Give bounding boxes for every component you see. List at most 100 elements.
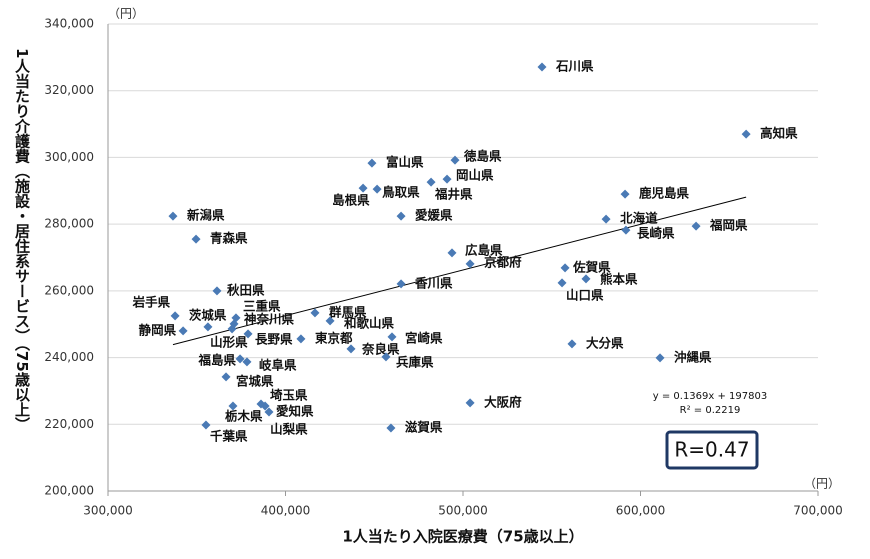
point-label: 秋田県 — [227, 282, 265, 297]
point — [227, 324, 237, 334]
point — [601, 214, 611, 224]
point — [367, 158, 377, 168]
point-label: 山梨県 — [270, 421, 308, 436]
annotation: R=0.47 — [674, 438, 749, 462]
point-label: 長崎県 — [637, 226, 675, 241]
point-label: 富山県 — [386, 155, 424, 170]
point-label: 千葉県 — [210, 428, 248, 443]
point-label: 新潟県 — [187, 208, 225, 223]
point — [691, 221, 701, 231]
point — [168, 211, 178, 221]
point — [170, 311, 180, 321]
point — [178, 326, 188, 336]
y-tick-label: 340,000 — [44, 17, 94, 31]
point-label: 岡山県 — [456, 168, 494, 183]
point — [346, 344, 356, 354]
point — [655, 353, 665, 363]
point — [567, 339, 577, 349]
trend-r2: R² = 0.2219 — [680, 405, 741, 416]
x-axis-title: 1人当たり入院医療費（75歳以上） — [342, 528, 583, 546]
point — [741, 129, 751, 139]
x-tick-label: 700,000 — [793, 504, 843, 518]
point-label: 鹿児島県 — [639, 186, 690, 201]
point — [191, 234, 201, 244]
point — [537, 62, 547, 72]
point-label: 香川県 — [414, 275, 453, 290]
point — [325, 316, 335, 326]
y-tick-label: 280,000 — [44, 217, 94, 231]
point — [581, 274, 591, 284]
point-label: 青森県 — [210, 231, 248, 246]
point-label: 福井県 — [434, 187, 473, 202]
point-label: 宮城県 — [236, 373, 274, 388]
point — [442, 174, 452, 184]
point — [310, 308, 320, 318]
point — [621, 225, 631, 235]
point — [450, 155, 460, 165]
point — [264, 407, 274, 417]
point-label: 神奈川県 — [244, 311, 295, 326]
point — [260, 401, 270, 411]
point-label: 沖縄県 — [674, 349, 712, 364]
point-label: 大阪府 — [484, 394, 522, 409]
y-tick-label: 200,000 — [44, 484, 94, 498]
point — [296, 334, 306, 344]
point-label: 島根県 — [332, 193, 370, 208]
y-tick-label: 300,000 — [44, 150, 94, 164]
x-tick-label: 600,000 — [616, 504, 666, 518]
point-label: 群馬県 — [328, 304, 367, 319]
trendline — [172, 196, 747, 346]
point — [201, 420, 211, 430]
point-label: 熊本県 — [600, 271, 638, 286]
point-label: 宮崎県 — [405, 330, 443, 345]
point-label: 大分県 — [586, 335, 624, 350]
point-label: 北海道 — [620, 211, 658, 226]
x-tick-label: 300,000 — [83, 504, 133, 518]
point — [358, 183, 368, 193]
x-unit: （円） — [804, 477, 840, 491]
y-tick-label: 220,000 — [44, 417, 94, 431]
point — [560, 263, 570, 273]
y-tick-label: 260,000 — [44, 283, 94, 297]
point-label: 愛知県 — [276, 403, 314, 418]
point — [203, 322, 213, 332]
point-label: 岐阜県 — [259, 357, 297, 372]
x-tick-label: 500,000 — [438, 504, 488, 518]
point — [465, 259, 475, 269]
point-label: 福島県 — [198, 352, 237, 367]
x-tick-label: 400,000 — [261, 504, 311, 518]
point — [228, 401, 238, 411]
point — [243, 329, 253, 339]
point-label: 佐賀県 — [572, 259, 611, 274]
y-tick-label: 320,000 — [44, 83, 94, 97]
point — [387, 332, 397, 342]
point — [396, 211, 406, 221]
point — [426, 177, 436, 187]
point — [447, 248, 457, 258]
point-label: 広島県 — [465, 242, 503, 257]
point-label: 埼玉県 — [270, 387, 308, 402]
point — [557, 278, 567, 288]
point-label: 鳥取県 — [382, 185, 420, 200]
point-label: 和歌山県 — [343, 315, 395, 330]
point-label: 福岡県 — [709, 218, 748, 233]
point-label: 石川県 — [555, 59, 594, 74]
point — [212, 286, 222, 296]
point — [221, 372, 231, 382]
point-label: 滋賀県 — [405, 419, 443, 434]
point-label: 東京都 — [315, 330, 353, 345]
y-axis-title: 1人当たり介護費（施設・居住系サービス）（75歳以上） — [13, 48, 31, 432]
point-label: 高知県 — [760, 126, 798, 141]
point-label: 奈良県 — [361, 341, 400, 356]
point-label: 岩手県 — [132, 294, 171, 309]
point — [396, 279, 406, 289]
trend-equation: y = 0.1369x + 197803 — [653, 391, 767, 402]
point-label: 京都府 — [484, 254, 522, 269]
point — [620, 189, 630, 199]
point — [465, 398, 475, 408]
point-label: 三重県 — [243, 298, 281, 313]
point-label: 兵庫県 — [396, 354, 434, 369]
point-label: 徳島県 — [463, 149, 502, 164]
point — [381, 352, 391, 362]
